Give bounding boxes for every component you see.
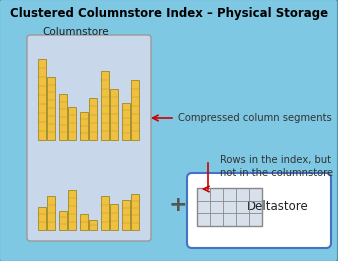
FancyBboxPatch shape bbox=[187, 173, 331, 248]
Bar bbox=[47, 196, 55, 230]
Text: Deltastore: Deltastore bbox=[247, 200, 309, 213]
Bar bbox=[68, 106, 76, 140]
Bar bbox=[101, 196, 109, 230]
Bar bbox=[80, 214, 88, 230]
Bar bbox=[122, 200, 130, 230]
Bar bbox=[110, 89, 118, 140]
FancyBboxPatch shape bbox=[27, 35, 151, 241]
Bar bbox=[38, 59, 46, 140]
Bar bbox=[101, 71, 109, 140]
Bar bbox=[110, 204, 118, 230]
Bar bbox=[59, 211, 67, 230]
Bar bbox=[89, 220, 97, 230]
Text: +: + bbox=[169, 195, 187, 215]
Bar bbox=[59, 94, 67, 140]
Bar bbox=[68, 190, 76, 230]
Bar bbox=[80, 112, 88, 140]
Text: Compressed column segments: Compressed column segments bbox=[178, 113, 332, 123]
Text: Rows in the index, but
not in the columnstore: Rows in the index, but not in the column… bbox=[220, 155, 333, 178]
Text: Columnstore: Columnstore bbox=[42, 27, 108, 37]
Bar bbox=[38, 207, 46, 230]
Bar bbox=[197, 188, 262, 226]
Bar bbox=[131, 80, 139, 140]
Bar bbox=[47, 77, 55, 140]
Bar bbox=[131, 194, 139, 230]
Bar bbox=[122, 103, 130, 140]
Bar bbox=[89, 98, 97, 140]
Text: Clustered Columnstore Index – Physical Storage: Clustered Columnstore Index – Physical S… bbox=[10, 7, 328, 20]
